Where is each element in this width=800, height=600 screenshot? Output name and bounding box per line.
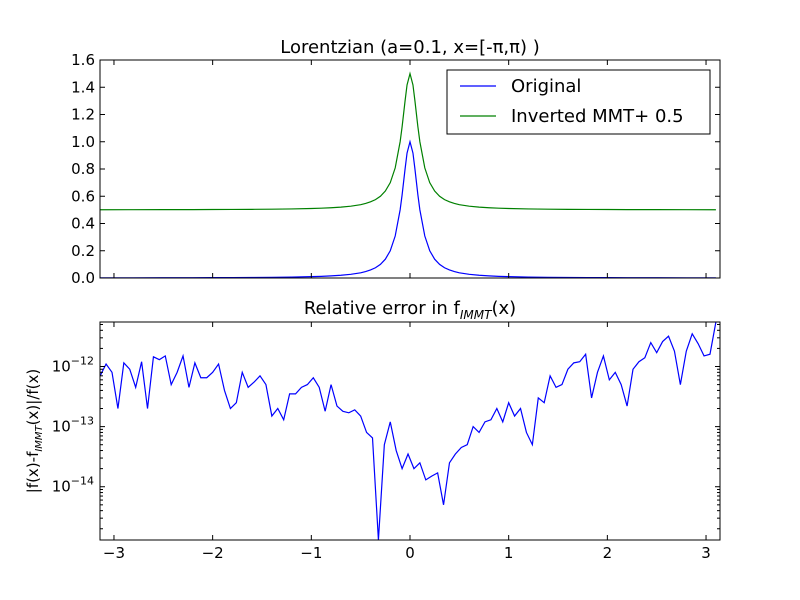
bottom-plot-x-ticks: −3 −2 −1 0 1 2 3: [103, 322, 711, 562]
top-y-tick-label: 1.6: [71, 51, 95, 69]
top-y-tick-label: 1.2: [71, 106, 95, 124]
legend-label-inverted: Inverted MMT+ 0.5: [511, 106, 684, 127]
top-y-tick-label: 1.0: [71, 133, 95, 151]
legend-label-original: Original: [511, 76, 581, 97]
bottom-plot-series-group: [99, 321, 717, 541]
top-y-tick-label: 0.2: [71, 242, 95, 260]
legend: Original Inverted MMT+ 0.5: [446, 69, 711, 135]
bottom-title-subscript: IMMT: [460, 308, 493, 322]
ylabel-subscript: IMMT: [34, 424, 45, 451]
series-line-relative-error: [99, 321, 717, 541]
top-plot-series-group: [100, 71, 716, 279]
bottom-x-tick-label: −2: [202, 544, 224, 562]
bottom-y-tick-label: 10−13: [52, 415, 94, 436]
bottom-x-tick-label: −1: [300, 544, 322, 562]
series-line-inverted: [100, 71, 716, 211]
top-plot-frame: [99, 59, 721, 279]
bottom-title-suffix: (x): [491, 298, 516, 319]
top-plot-y-ticks: 0.0 0.2 0.4 0.6 0.8 1.0 1.2 1.4 1.6: [71, 51, 720, 287]
top-y-tick-label: 1.4: [71, 78, 95, 96]
top-plot-x-ticks: [113, 60, 707, 278]
bottom-y-tick-label: 10−12: [52, 355, 94, 376]
bottom-plot-y-ticks: 10−12 10−13 10−14: [52, 323, 720, 530]
top-y-tick-label: 0.0: [71, 269, 95, 287]
bottom-plot-frame: [99, 321, 721, 541]
bottom-plot-y-axis-label: |f(x)-fIMMT(x)|/f(x): [24, 369, 45, 494]
top-y-tick-label: 0.8: [71, 160, 95, 178]
bottom-x-tick-label: −3: [103, 544, 125, 562]
bottom-y-tick-label: 10−14: [52, 475, 94, 496]
ylabel-prefix: |f(x)-f: [24, 451, 42, 493]
top-y-tick-label: 0.4: [71, 215, 95, 233]
bottom-x-tick-label: 0: [405, 544, 415, 562]
top-y-tick-label: 0.6: [71, 187, 95, 205]
ylabel-suffix: (x)|/f(x): [24, 369, 42, 426]
bottom-plot-panel: Relative error in fIMMT(x) 10−1210−1310−…: [24, 298, 721, 562]
bottom-x-tick-label: 1: [504, 544, 514, 562]
legend-box: [446, 69, 711, 135]
bottom-x-tick-label: 3: [701, 544, 711, 562]
top-plot-title: Lorentzian (a=0.1, x=[-π,π) ): [280, 37, 540, 58]
bottom-title-prefix: Relative error in f: [304, 298, 461, 319]
top-plot-panel: Lorentzian (a=0.1, x=[-π,π) ) 0.00.20.40…: [71, 37, 721, 287]
bottom-plot-title: Relative error in fIMMT(x): [304, 298, 516, 322]
series-line-original: [100, 139, 716, 279]
bottom-x-tick-label: 2: [603, 544, 613, 562]
